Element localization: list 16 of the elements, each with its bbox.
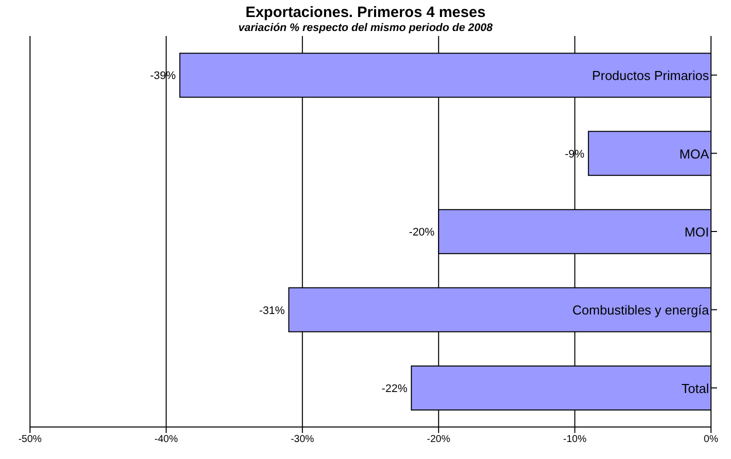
y-tick-label: Combustibles y energía [572,302,710,318]
x-tick-label: -50% [18,434,42,446]
x-tick-label: -30% [290,434,314,446]
x-tick-label: -40% [154,434,178,446]
chart-title: Exportaciones. Primeros 4 meses [244,4,487,21]
y-tick-label: MOA [679,146,710,162]
y-tick-label: MOI [684,224,709,240]
x-tick-label: 0% [704,434,718,446]
data-label: -22% [382,383,408,396]
x-tick-label: -10% [563,434,587,446]
x-tick-label: -20% [426,434,450,446]
y-tick-label: Total [682,380,710,396]
data-label: -20% [408,226,435,239]
y-tick-label: Productos Primarios [592,68,710,84]
data-label: -31% [259,304,285,317]
chart-subtitle: variación % respecto del mismo periodo de 2008 [237,22,494,34]
